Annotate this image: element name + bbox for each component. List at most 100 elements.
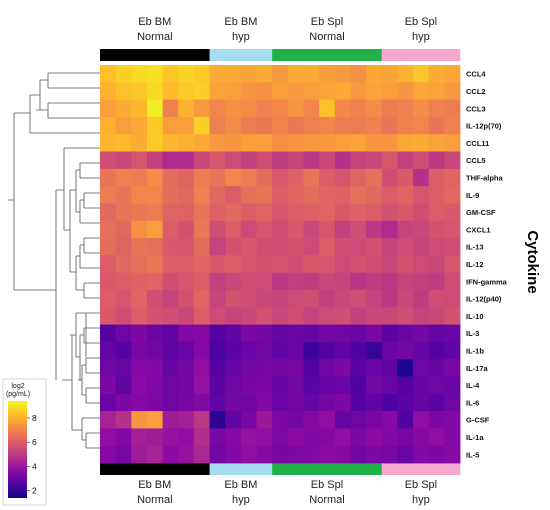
row-label: IFN-gamma: [466, 277, 508, 286]
heatmap-cell: [397, 341, 414, 360]
heatmap-cell: [350, 272, 367, 291]
heatmap-cell: [413, 324, 430, 343]
heatmap-cell: [115, 359, 132, 377]
heatmap-cell: [100, 341, 117, 360]
heatmap-cell: [240, 168, 257, 187]
heatmap-cell: [131, 445, 148, 464]
heatmap-cell: [366, 99, 383, 118]
heatmap-cell: [428, 324, 445, 343]
row-label: GM-CSF: [466, 208, 496, 217]
heatmap-cell: [444, 151, 461, 170]
heatmap-cell: [287, 168, 304, 187]
heatmap-cell: [225, 238, 242, 256]
heatmap-cell: [366, 307, 383, 325]
heatmap-cell: [413, 203, 430, 222]
heatmap-cell: [397, 393, 414, 412]
heatmap-cell: [240, 376, 257, 395]
heatmap-cell: [225, 203, 242, 222]
heatmap-cell: [240, 307, 257, 325]
heatmap-cell: [319, 116, 336, 135]
heatmap-cell: [100, 99, 117, 118]
heatmap-cell: [193, 428, 210, 447]
heatmap-cell: [240, 428, 257, 447]
heatmap-cell: [366, 65, 383, 83]
row-label: IL-17a: [466, 364, 489, 373]
heatmap-cell: [256, 376, 273, 395]
heatmap-cell: [366, 255, 383, 274]
heatmap-cell: [100, 393, 117, 412]
heatmap-cell: [350, 341, 367, 360]
heatmap-cell: [272, 376, 289, 395]
heatmap-cell: [100, 445, 117, 464]
heatmap-cell: [381, 220, 398, 239]
heatmap-cell: [225, 134, 242, 152]
heatmap-cell: [162, 341, 179, 360]
heatmap-cell: [428, 255, 445, 274]
heatmap-cell: [209, 186, 226, 204]
heatmap-cell: [444, 134, 461, 152]
heatmap-cell: [428, 341, 445, 360]
heatmap-cell: [319, 272, 336, 291]
heatmap-cell: [240, 359, 257, 377]
heatmap-cell: [115, 411, 132, 429]
heatmap-cell: [350, 445, 367, 464]
heatmap-cell: [193, 272, 210, 291]
heatmap-cell: [287, 99, 304, 118]
heatmap-cell: [131, 134, 148, 152]
heatmap-cell: [334, 324, 351, 343]
heatmap-cell: [162, 65, 179, 83]
heatmap-cell: [350, 307, 367, 325]
heatmap-cell: [428, 65, 445, 83]
heatmap-cell: [272, 255, 289, 274]
row-label: CCL4: [466, 70, 486, 79]
group-label: Eb BM: [138, 16, 171, 28]
heatmap-cell: [350, 116, 367, 135]
heatmap-cell: [178, 445, 195, 464]
group-color-bar: [272, 463, 383, 475]
heatmap-cell: [178, 186, 195, 204]
heatmap-cell: [193, 289, 210, 308]
heatmap-cell: [428, 116, 445, 135]
heatmap-cell: [178, 393, 195, 412]
heatmap-cell: [397, 238, 414, 256]
heatmap-cell: [413, 65, 430, 83]
heatmap-cell: [146, 324, 164, 343]
heatmap-cell: [397, 411, 414, 429]
heatmap-cell: [178, 82, 195, 100]
group-label: Eb Spl: [311, 479, 343, 491]
heatmap-cell: [115, 428, 132, 447]
heatmap-cell: [397, 82, 414, 100]
heatmap-cell: [272, 307, 289, 325]
heatmap-cell: [319, 99, 336, 118]
heatmap-cell: [256, 220, 273, 239]
heatmap-cell: [381, 411, 398, 429]
heatmap-cell: [146, 359, 164, 377]
heatmap-cell: [444, 168, 461, 187]
heatmap-cell: [272, 411, 289, 429]
heatmap-cell: [334, 307, 351, 325]
heatmap-cell: [319, 65, 336, 83]
heatmap-cell: [381, 255, 398, 274]
heatmap-cell: [413, 307, 430, 325]
heatmap-cell: [131, 393, 148, 412]
heatmap-cell: [413, 376, 430, 395]
heatmap-cell: [225, 82, 242, 100]
heatmap-cell: [272, 203, 289, 222]
heatmap-cell: [287, 134, 304, 152]
heatmap-cell: [381, 168, 398, 187]
heatmap-cell: [303, 82, 320, 100]
row-label: IL-13: [466, 243, 484, 252]
heatmap-cell: [350, 359, 367, 377]
row-label: IL-3: [466, 329, 479, 338]
colorbar-tick-label: 6: [32, 437, 37, 447]
heatmap-cell: [225, 324, 242, 343]
heatmap-cell: [428, 186, 445, 204]
heatmap-cell: [428, 168, 445, 187]
heatmap-cell: [366, 376, 383, 395]
heatmap-cell: [366, 168, 383, 187]
heatmap-cell: [334, 186, 351, 204]
heatmap-cell: [100, 289, 117, 308]
heatmap-cell: [256, 272, 273, 291]
heatmap-cell: [272, 289, 289, 308]
heatmap-cell: [193, 376, 210, 395]
